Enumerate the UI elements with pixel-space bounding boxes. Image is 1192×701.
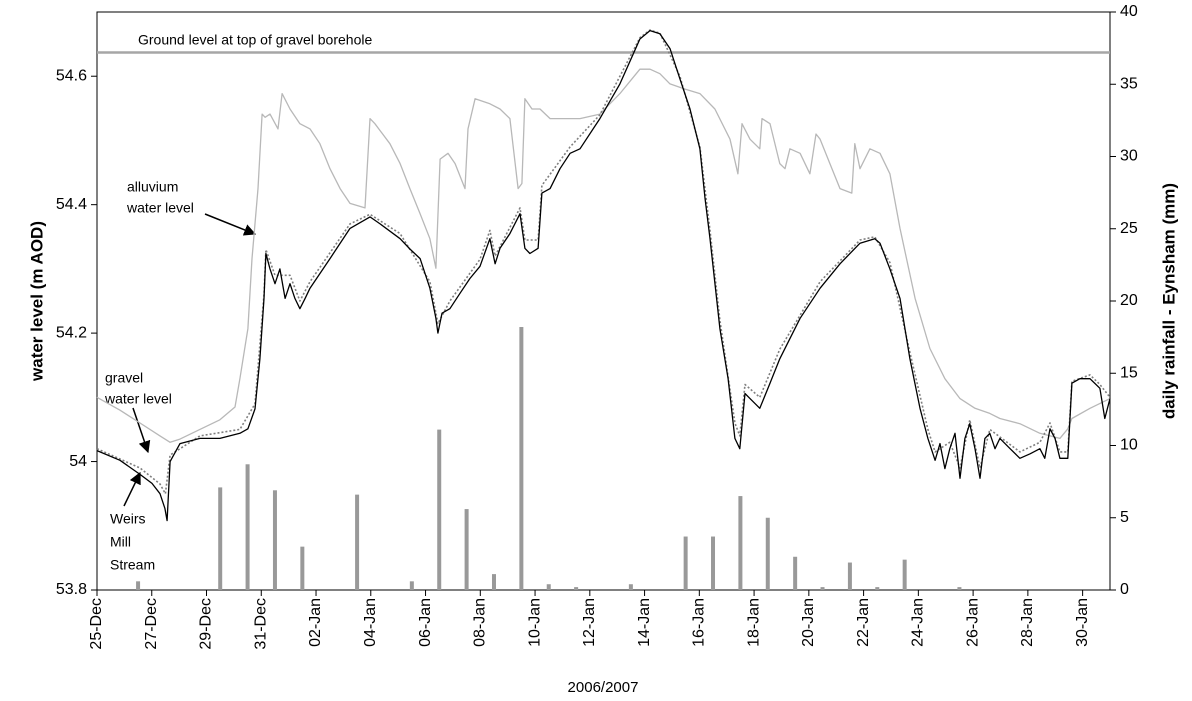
annotation: water level <box>126 200 194 216</box>
rain-bar <box>218 487 223 590</box>
y2-tick-label: 0 <box>1120 581 1129 598</box>
x-tick-label: 16-Jan <box>691 598 708 647</box>
y2-tick-label: 25 <box>1120 220 1138 237</box>
rain-bar <box>957 587 962 590</box>
rain-bar <box>820 587 825 590</box>
annotation: alluvium <box>127 179 178 195</box>
x-tick-label: 14-Jan <box>636 598 653 647</box>
annotation: Weirs <box>110 511 146 527</box>
x-tick-label: 27-Dec <box>143 598 160 650</box>
y2-tick-label: 10 <box>1120 437 1138 454</box>
x-tick-label: 18-Jan <box>745 598 762 647</box>
rain-bar <box>300 546 305 590</box>
rain-bar <box>847 562 852 590</box>
x-tick-label: 22-Jan <box>855 598 872 647</box>
y-axis-title: water level (m AOD) <box>27 221 46 382</box>
x-tick-label: 10-Jan <box>526 598 543 647</box>
rain-bar <box>136 581 141 590</box>
x-tick-label: 20-Jan <box>800 598 817 647</box>
rain-bar <box>738 496 743 590</box>
rain-bar <box>272 490 277 590</box>
rain-bar <box>409 581 414 590</box>
rain-bar <box>765 517 770 590</box>
y2-tick-label: 5 <box>1120 509 1129 526</box>
annotation-arrow <box>132 407 151 454</box>
x-tick-label: 06-Jan <box>417 598 434 647</box>
x-axis-title: 2006/2007 <box>568 679 639 696</box>
rain-bar <box>245 464 250 590</box>
x-tick-label: 02-Jan <box>307 598 324 647</box>
x-tick-label: 04-Jan <box>362 598 379 647</box>
annotation-arrow <box>123 471 141 507</box>
rain-bar <box>464 509 469 590</box>
annotation: water level <box>104 391 172 407</box>
rain-bar <box>574 587 579 590</box>
annotation-arrow <box>204 213 257 236</box>
rain-bar <box>875 587 880 590</box>
x-tick-label: 12-Jan <box>581 598 598 647</box>
x-tick-label: 30-Jan <box>1074 598 1091 647</box>
rain-bar <box>683 536 688 590</box>
annotation: gravel <box>105 370 143 386</box>
y2-tick-label: 30 <box>1120 148 1138 165</box>
rain-bar <box>546 584 551 590</box>
x-tick-label: 31-Dec <box>252 598 269 650</box>
y2-axis-title: daily rainfall - Eynsham (mm) <box>1159 183 1178 419</box>
y2-tick-label: 40 <box>1120 3 1138 20</box>
rain-bar <box>902 559 907 590</box>
rain-bar <box>491 574 496 590</box>
y2-tick-label: 35 <box>1120 75 1138 92</box>
series-line <box>96 29 1111 522</box>
series-line <box>96 68 1111 443</box>
rain-bar <box>711 536 716 590</box>
y-tick-label: 53.8 <box>56 581 87 598</box>
ground-level-label: Ground level at top of gravel borehole <box>138 32 372 48</box>
y2-tick-label: 20 <box>1120 292 1138 309</box>
y-tick-label: 54.2 <box>56 324 87 341</box>
annotation: Mill <box>110 534 131 550</box>
y2-tick-label: 15 <box>1120 364 1138 381</box>
y-tick-label: 54.6 <box>56 67 87 84</box>
x-tick-label: 26-Jan <box>964 598 981 647</box>
y-tick-label: 54 <box>69 453 87 470</box>
x-tick-label: 25-Dec <box>88 598 105 650</box>
annotation: Stream <box>110 557 155 573</box>
rain-bar <box>437 429 442 590</box>
x-tick-label: 24-Jan <box>910 598 927 647</box>
x-tick-label: 28-Jan <box>1019 598 1036 647</box>
rain-bar <box>519 327 524 590</box>
rain-bar <box>355 494 360 590</box>
x-tick-label: 29-Dec <box>198 598 215 650</box>
rain-bar <box>793 556 798 590</box>
y-tick-label: 54.4 <box>56 196 87 213</box>
rain-bar <box>628 584 633 590</box>
x-tick-label: 08-Jan <box>472 598 489 647</box>
